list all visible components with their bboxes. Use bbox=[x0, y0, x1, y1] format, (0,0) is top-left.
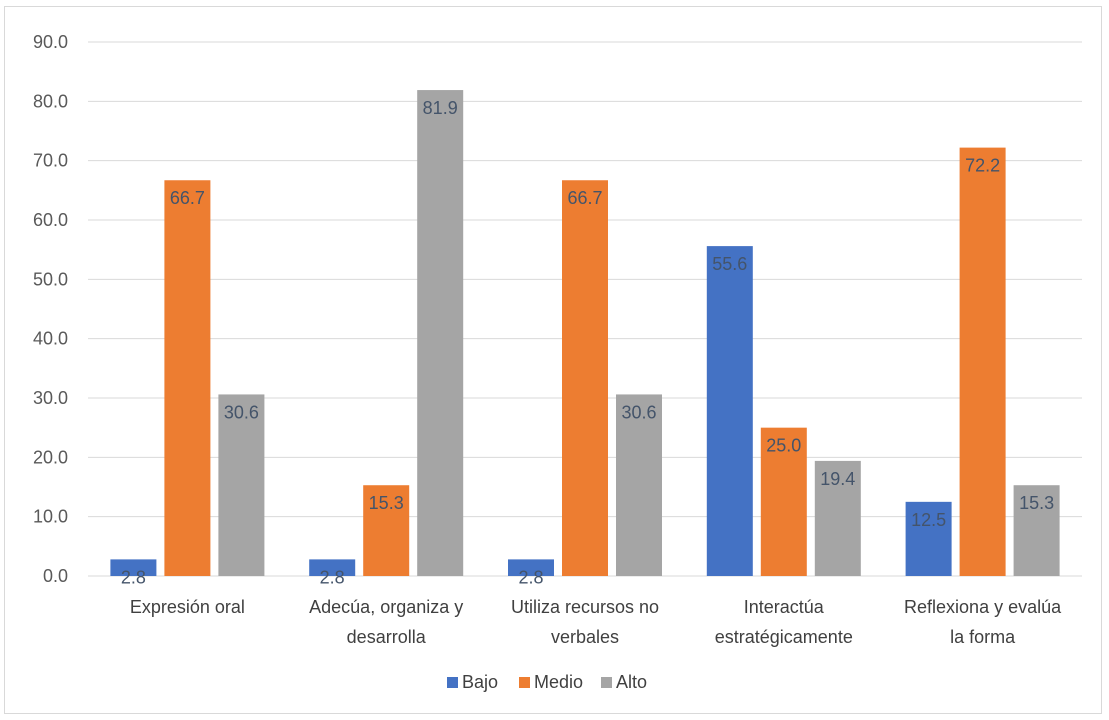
legend-label-alto: Alto bbox=[616, 672, 647, 692]
x-tick-label: Reflexiona y evalúa bbox=[904, 597, 1062, 617]
bar-medio bbox=[959, 147, 1006, 576]
data-label: 66.7 bbox=[170, 188, 205, 208]
data-label: 19.4 bbox=[820, 469, 855, 489]
bar-alto bbox=[616, 394, 662, 576]
data-label: 72.2 bbox=[965, 156, 1000, 176]
data-label: 12.5 bbox=[911, 510, 946, 530]
y-tick-label: 60.0 bbox=[33, 210, 68, 230]
bar-medio bbox=[562, 180, 608, 576]
bar-alto bbox=[1013, 485, 1060, 576]
x-tick-label: Expresión oral bbox=[130, 597, 245, 617]
bar-bajo bbox=[508, 559, 554, 576]
x-tick-label: Utiliza recursos no bbox=[511, 597, 659, 617]
x-tick-label: la forma bbox=[950, 627, 1016, 647]
bar-alto bbox=[814, 460, 861, 576]
x-tick-label: verbales bbox=[551, 627, 619, 647]
bar-alto bbox=[218, 394, 265, 576]
bar-bajo bbox=[905, 501, 952, 576]
legend-label-medio: Medio bbox=[534, 672, 583, 692]
data-label: 55.6 bbox=[712, 254, 747, 274]
x-tick-label: desarrolla bbox=[347, 627, 427, 647]
legend-swatch-medio bbox=[519, 677, 530, 688]
y-tick-label: 50.0 bbox=[33, 269, 68, 289]
legend-swatch-bajo bbox=[447, 677, 458, 688]
bar-medio bbox=[363, 485, 410, 576]
data-label: 81.9 bbox=[423, 98, 458, 118]
y-tick-label: 30.0 bbox=[33, 388, 68, 408]
data-label: 30.6 bbox=[224, 402, 259, 422]
x-tick-label: Interactúa bbox=[744, 597, 825, 617]
y-tick-label: 0.0 bbox=[43, 566, 68, 586]
bar-medio bbox=[760, 427, 807, 576]
data-label: 2.8 bbox=[518, 567, 543, 587]
data-label: 30.6 bbox=[621, 402, 656, 422]
y-tick-label: 80.0 bbox=[33, 91, 68, 111]
data-label: 2.8 bbox=[121, 567, 146, 587]
legend-swatch-alto bbox=[601, 677, 612, 688]
y-tick-label: 40.0 bbox=[33, 329, 68, 349]
data-label: 2.8 bbox=[320, 567, 345, 587]
bar-bajo bbox=[309, 559, 356, 576]
x-tick-label: estratégicamente bbox=[715, 627, 853, 647]
y-tick-label: 10.0 bbox=[33, 507, 68, 527]
data-label: 15.3 bbox=[369, 493, 404, 513]
bar-bajo bbox=[706, 246, 753, 576]
legend-label-bajo: Bajo bbox=[462, 672, 498, 692]
x-tick-label: Adecúa, organiza y bbox=[309, 597, 463, 617]
data-label: 15.3 bbox=[1019, 493, 1054, 513]
bar-alto bbox=[417, 90, 464, 576]
y-tick-label: 90.0 bbox=[33, 32, 68, 52]
data-label: 66.7 bbox=[567, 188, 602, 208]
y-tick-label: 70.0 bbox=[33, 151, 68, 171]
bar-medio bbox=[164, 180, 211, 576]
y-tick-label: 20.0 bbox=[33, 447, 68, 467]
bar-bajo bbox=[110, 559, 157, 576]
data-label: 25.0 bbox=[766, 436, 801, 456]
